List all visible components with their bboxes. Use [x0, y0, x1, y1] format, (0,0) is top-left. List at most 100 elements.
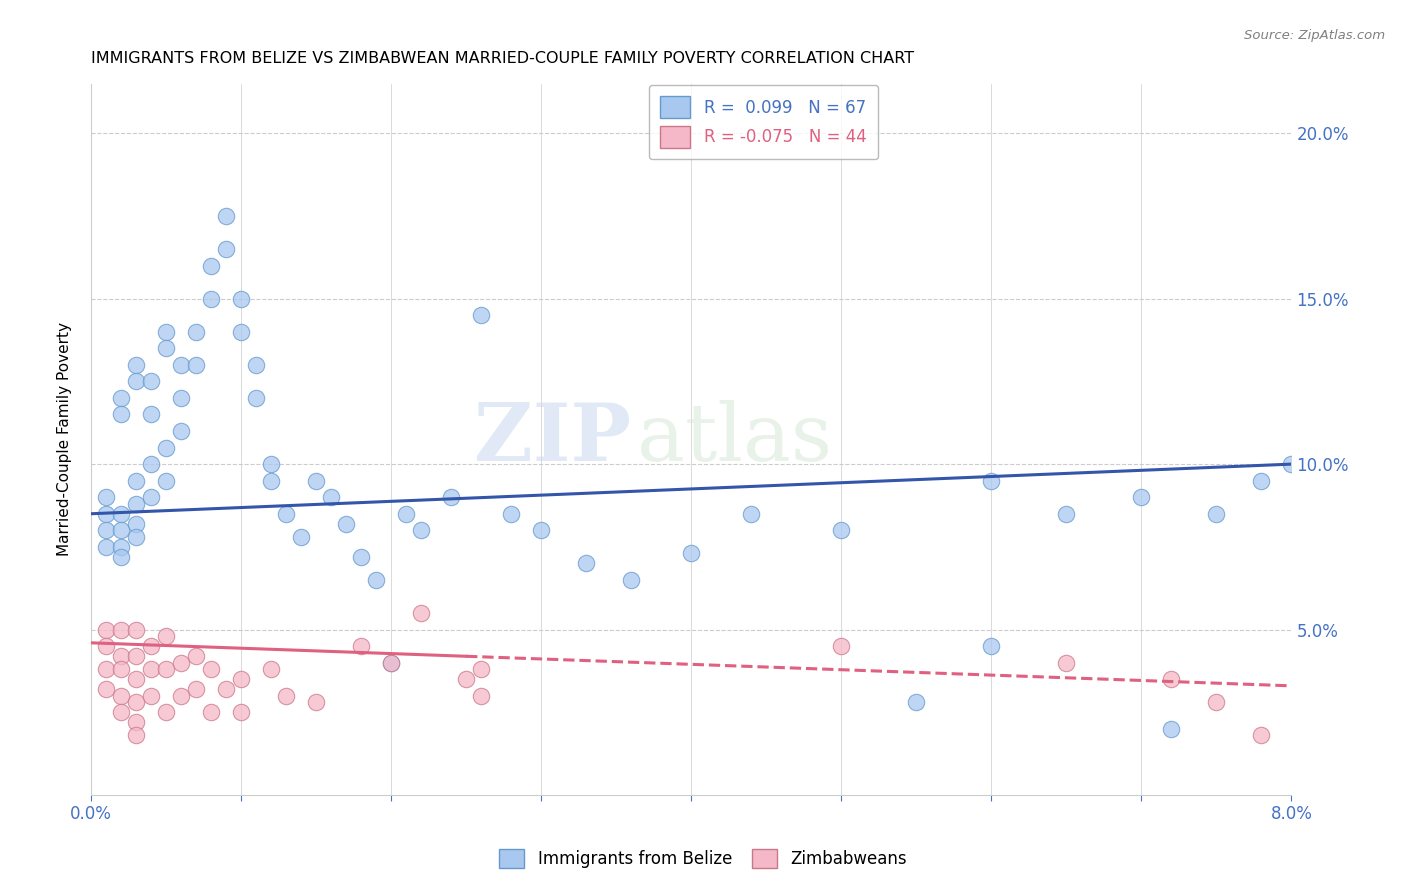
Point [245, 358, 267, 372]
Point [139, 375, 162, 389]
Point [125, 623, 148, 637]
Point [94, 507, 117, 521]
Point [335, 516, 357, 531]
Point [200, 662, 222, 676]
Point [155, 706, 177, 720]
Point [184, 648, 207, 663]
Point [94, 682, 117, 697]
Point [139, 662, 162, 676]
Point [110, 540, 132, 554]
Point [1160, 722, 1182, 736]
Point [125, 530, 148, 544]
Point [110, 549, 132, 564]
Legend: R =  0.099   N = 67, R = -0.075   N = 44: R = 0.099 N = 67, R = -0.075 N = 44 [648, 85, 877, 160]
Point [110, 648, 132, 663]
Point [501, 507, 523, 521]
Point [94, 662, 117, 676]
Point [274, 689, 297, 703]
Point [364, 573, 387, 587]
Point [1205, 507, 1227, 521]
Point [260, 662, 283, 676]
Point [110, 524, 132, 538]
Point [319, 490, 342, 504]
Point [245, 391, 267, 405]
Point [575, 557, 598, 571]
Point [184, 358, 207, 372]
Point [155, 629, 177, 643]
Point [409, 606, 432, 620]
Point [170, 689, 193, 703]
Point [110, 689, 132, 703]
Point [1130, 490, 1153, 504]
Text: atlas: atlas [637, 401, 832, 478]
Point [229, 706, 252, 720]
Point [94, 540, 117, 554]
Text: IMMIGRANTS FROM BELIZE VS ZIMBABWEAN MARRIED-COUPLE FAMILY POVERTY CORRELATION C: IMMIGRANTS FROM BELIZE VS ZIMBABWEAN MAR… [91, 51, 914, 66]
Point [125, 358, 148, 372]
Point [1250, 729, 1272, 743]
Point [139, 689, 162, 703]
Point [125, 375, 148, 389]
Point [305, 695, 328, 709]
Point [200, 292, 222, 306]
Point [125, 648, 148, 663]
Point [530, 524, 553, 538]
Point [155, 341, 177, 355]
Point [155, 474, 177, 488]
Point [440, 490, 463, 504]
Point [980, 639, 1002, 653]
Point [260, 457, 283, 471]
Point [830, 639, 852, 653]
Point [905, 695, 928, 709]
Point [125, 474, 148, 488]
Point [350, 549, 373, 564]
Point [139, 457, 162, 471]
Point [125, 695, 148, 709]
Point [1054, 507, 1077, 521]
Point [125, 729, 148, 743]
Point [380, 656, 402, 670]
Point [215, 242, 238, 256]
Point [229, 325, 252, 339]
Point [260, 474, 283, 488]
Point [215, 209, 238, 223]
Point [980, 474, 1002, 488]
Point [200, 259, 222, 273]
Point [274, 507, 297, 521]
Point [94, 639, 117, 653]
Point [110, 662, 132, 676]
Point [456, 672, 478, 686]
Point [1160, 672, 1182, 686]
Text: ZIP: ZIP [474, 401, 631, 478]
Point [740, 507, 762, 521]
Point [470, 308, 492, 322]
Point [110, 391, 132, 405]
Point [94, 623, 117, 637]
Point [125, 672, 148, 686]
Y-axis label: Married-Couple Family Poverty: Married-Couple Family Poverty [58, 322, 72, 557]
Point [170, 424, 193, 438]
Point [170, 391, 193, 405]
Point [830, 524, 852, 538]
Point [681, 546, 703, 560]
Point [139, 490, 162, 504]
Point [409, 524, 432, 538]
Point [395, 507, 418, 521]
Point [305, 474, 328, 488]
Point [139, 639, 162, 653]
Point [94, 524, 117, 538]
Point [215, 682, 238, 697]
Point [380, 656, 402, 670]
Point [155, 441, 177, 455]
Point [290, 530, 312, 544]
Point [110, 623, 132, 637]
Point [139, 408, 162, 422]
Point [470, 689, 492, 703]
Point [1054, 656, 1077, 670]
Legend: Immigrants from Belize, Zimbabweans: Immigrants from Belize, Zimbabweans [492, 842, 914, 875]
Point [155, 662, 177, 676]
Point [200, 706, 222, 720]
Point [184, 682, 207, 697]
Text: Source: ZipAtlas.com: Source: ZipAtlas.com [1244, 29, 1385, 42]
Point [229, 672, 252, 686]
